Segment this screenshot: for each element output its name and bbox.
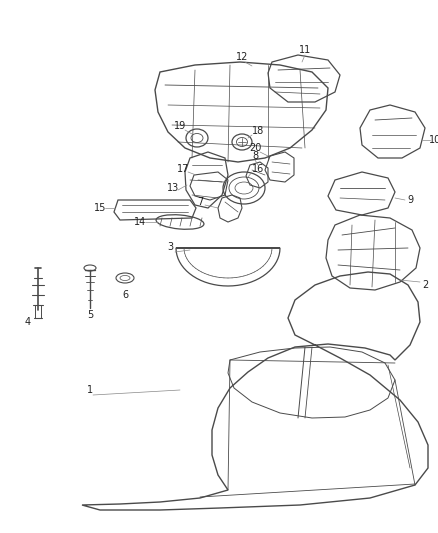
Text: 12: 12 <box>236 52 248 62</box>
Text: 13: 13 <box>167 183 179 193</box>
Text: 10: 10 <box>429 135 438 145</box>
Text: 7: 7 <box>197 197 203 207</box>
Text: 20: 20 <box>249 143 261 153</box>
Text: 11: 11 <box>299 45 311 55</box>
Text: 5: 5 <box>87 310 93 320</box>
Text: 4: 4 <box>25 317 31 327</box>
Text: 17: 17 <box>177 164 189 174</box>
Text: 16: 16 <box>252 164 264 174</box>
Text: 2: 2 <box>422 280 428 290</box>
Text: 3: 3 <box>167 242 173 252</box>
Text: 14: 14 <box>134 217 146 227</box>
Text: 18: 18 <box>252 126 264 136</box>
Text: 19: 19 <box>174 121 186 131</box>
Text: 6: 6 <box>122 290 128 300</box>
Text: 9: 9 <box>407 195 413 205</box>
Text: 15: 15 <box>94 203 106 213</box>
Text: 1: 1 <box>87 385 93 395</box>
Text: 8: 8 <box>252 151 258 161</box>
